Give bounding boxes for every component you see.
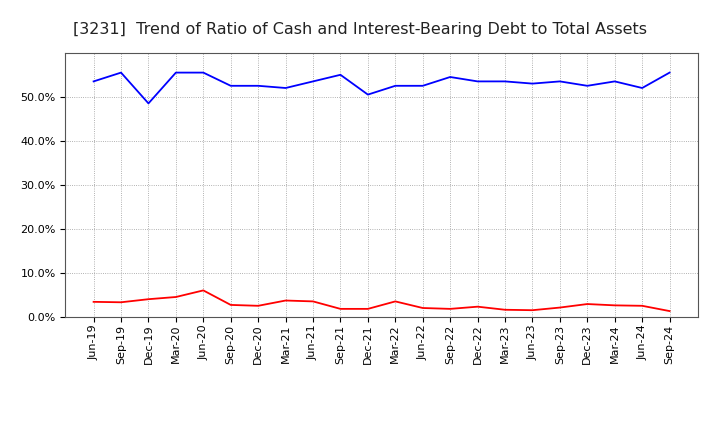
Cash (500, 307, 509, 312)
Cash (391, 299, 400, 304)
Interest-Bearing Debt (117, 70, 125, 75)
Interest-Bearing Debt (254, 83, 263, 88)
Cash (226, 302, 235, 308)
Cash (171, 294, 180, 300)
Interest-Bearing Debt (391, 83, 400, 88)
Line: Cash: Cash (94, 290, 670, 311)
Cash (144, 297, 153, 302)
Interest-Bearing Debt (500, 79, 509, 84)
Cash (611, 303, 619, 308)
Cash (309, 299, 318, 304)
Cash (528, 308, 537, 313)
Cash (254, 303, 263, 308)
Cash (638, 303, 647, 308)
Interest-Bearing Debt (226, 83, 235, 88)
Interest-Bearing Debt (89, 79, 98, 84)
Interest-Bearing Debt (199, 70, 207, 75)
Interest-Bearing Debt (418, 83, 427, 88)
Cash (336, 306, 345, 312)
Cash (199, 288, 207, 293)
Interest-Bearing Debt (309, 79, 318, 84)
Interest-Bearing Debt (528, 81, 537, 86)
Interest-Bearing Debt (638, 85, 647, 91)
Cash (446, 306, 454, 312)
Interest-Bearing Debt (473, 79, 482, 84)
Cash (117, 300, 125, 305)
Cash (282, 298, 290, 303)
Cash (364, 306, 372, 312)
Cash (473, 304, 482, 309)
Cash (89, 299, 98, 304)
Interest-Bearing Debt (171, 70, 180, 75)
Line: Interest-Bearing Debt: Interest-Bearing Debt (94, 73, 670, 103)
Cash (556, 305, 564, 310)
Cash (418, 305, 427, 311)
Interest-Bearing Debt (611, 79, 619, 84)
Text: [3231]  Trend of Ratio of Cash and Interest-Bearing Debt to Total Assets: [3231] Trend of Ratio of Cash and Intere… (73, 22, 647, 37)
Interest-Bearing Debt (583, 83, 592, 88)
Interest-Bearing Debt (446, 74, 454, 80)
Cash (583, 301, 592, 307)
Interest-Bearing Debt (665, 70, 674, 75)
Cash (665, 308, 674, 314)
Interest-Bearing Debt (336, 72, 345, 77)
Interest-Bearing Debt (556, 79, 564, 84)
Interest-Bearing Debt (364, 92, 372, 97)
Interest-Bearing Debt (282, 85, 290, 91)
Interest-Bearing Debt (144, 101, 153, 106)
